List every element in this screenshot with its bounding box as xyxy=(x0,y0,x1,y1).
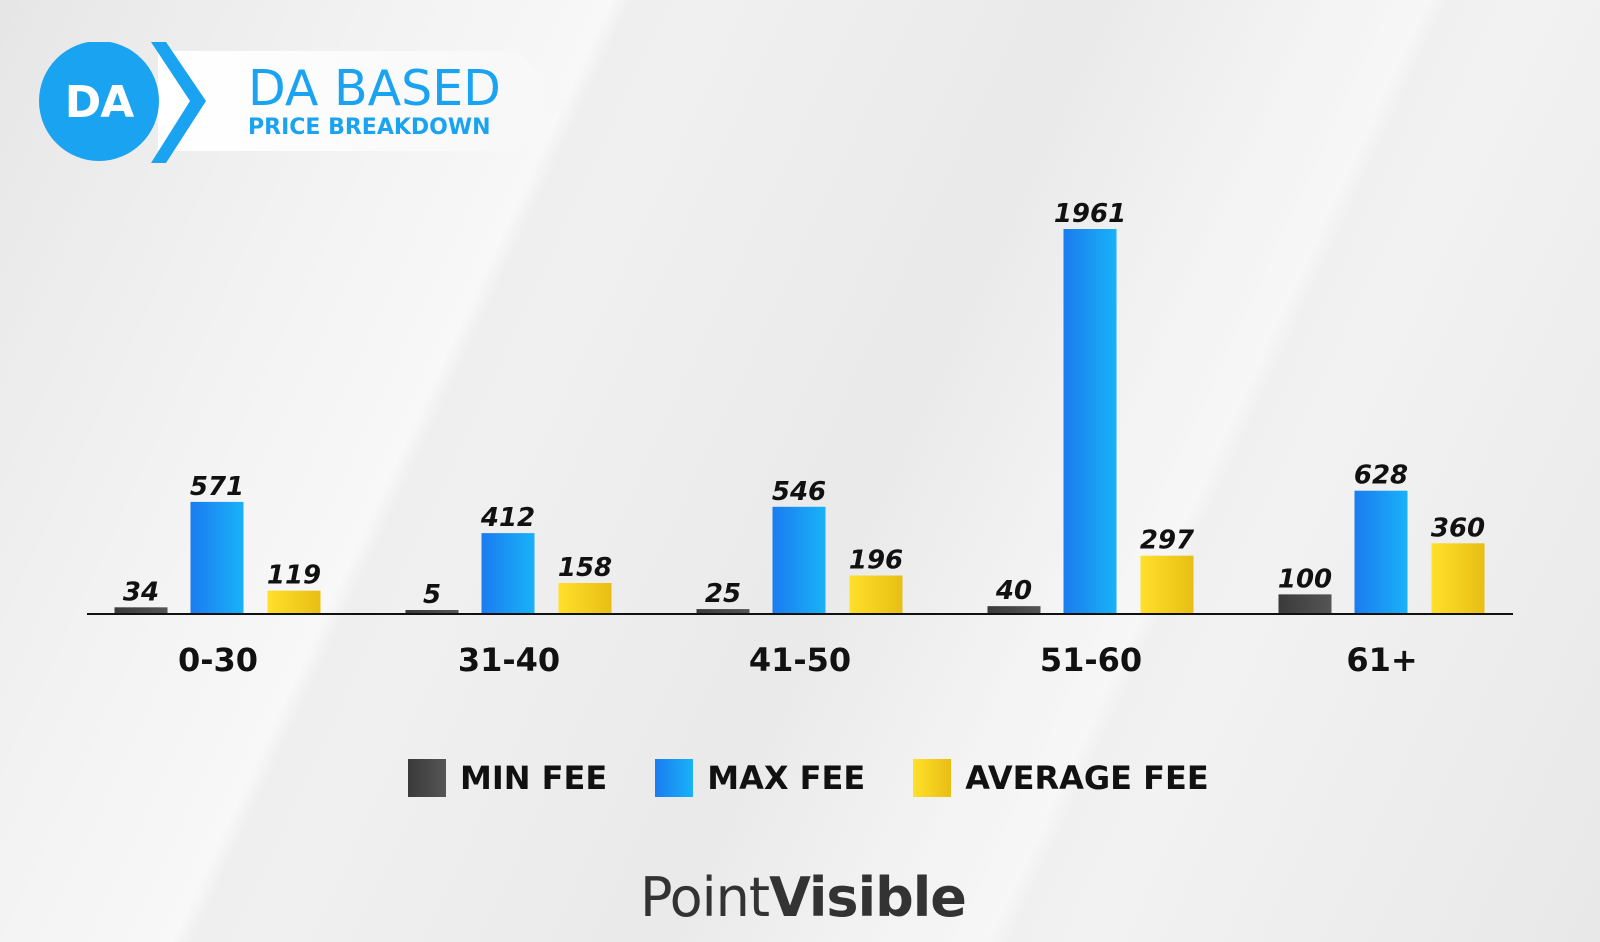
data-label-min-fee-0: 34 xyxy=(123,577,159,607)
bar-min-fee-1 xyxy=(405,610,459,614)
bar-max-fee-0 xyxy=(190,501,244,614)
chevron-right-icon xyxy=(151,42,206,163)
header-banner-graphic xyxy=(39,42,566,163)
legend-label-max-fee: MAX FEE xyxy=(707,759,866,797)
bars-layer xyxy=(114,229,1485,614)
bar-min-fee-2 xyxy=(696,609,750,614)
x-tick-label-0: 0-30 xyxy=(178,641,258,679)
data-label-max-fee-2: 546 xyxy=(772,477,826,507)
legend-label-min-fee: MIN FEE xyxy=(460,759,608,797)
bar-max-fee-1 xyxy=(481,533,535,614)
legend-swatch-max-fee xyxy=(655,759,694,797)
x-tick-label-1: 31-40 xyxy=(458,641,560,679)
chart-subtitle: PRICE BREAKDOWN xyxy=(248,115,491,140)
bar-max-fee-2 xyxy=(772,506,826,614)
data-label-average-fee-1: 158 xyxy=(558,553,612,583)
data-label-min-fee-3: 40 xyxy=(995,576,1032,606)
legend-item-max-fee: MAX FEE xyxy=(655,759,865,797)
brand-part1: Point xyxy=(640,866,770,929)
legend-item-average-fee: AVERAGE FEE xyxy=(913,759,1209,797)
bar-average-fee-4 xyxy=(1431,543,1485,614)
data-label-max-fee-0: 571 xyxy=(190,472,244,502)
chart-legend: MIN FEE MAX FEE AVERAGE FEE xyxy=(408,757,1257,799)
legend-item-min-fee: MIN FEE xyxy=(408,759,607,797)
bar-average-fee-0 xyxy=(267,590,321,614)
data-label-average-fee-3: 297 xyxy=(1140,526,1195,556)
data-label-max-fee-1: 412 xyxy=(480,503,535,533)
legend-swatch-min-fee xyxy=(408,759,446,797)
play-arrow-icon xyxy=(160,82,180,120)
data-label-min-fee-1: 5 xyxy=(423,580,441,610)
bar-min-fee-4 xyxy=(1278,594,1332,614)
bar-average-fee-2 xyxy=(849,575,903,614)
bar-min-fee-0 xyxy=(114,607,168,614)
data-label-min-fee-4: 100 xyxy=(1278,564,1332,594)
da-logo-circle xyxy=(39,42,159,161)
bar-average-fee-3 xyxy=(1140,555,1194,614)
data-label-min-fee-2: 25 xyxy=(705,579,741,609)
brand-text-point: Point xyxy=(640,866,770,929)
data-label-average-fee-4: 360 xyxy=(1431,513,1485,543)
labels-layer: 34 571 119 0-30 5 412 158 31-40 25 546 196 41-50 40 1… xyxy=(123,199,1485,679)
bar-min-fee-3 xyxy=(987,606,1041,614)
x-tick-label-4: 61+ xyxy=(1346,641,1417,679)
legend-swatch-average-fee xyxy=(913,759,952,797)
da-logo-text: DA xyxy=(64,77,135,128)
x-tick-label-3: 51-60 xyxy=(1040,641,1142,679)
legend-label-average-fee: AVERAGE FEE xyxy=(965,759,1209,797)
data-label-average-fee-2: 196 xyxy=(849,546,903,576)
data-label-max-fee-3: 1961 xyxy=(1054,199,1126,229)
brand-text-visible: Visible xyxy=(769,866,967,929)
pointvisible-logo: Point Visible xyxy=(640,866,967,936)
data-label-average-fee-0: 119 xyxy=(267,561,321,591)
bar-max-fee-3 xyxy=(1063,229,1117,614)
chart-title: DA BASED xyxy=(248,60,501,117)
title-banner-shape xyxy=(158,51,566,151)
data-label-max-fee-4: 628 xyxy=(1354,461,1408,491)
chart-header: DA DA BASED PRICE BREAKDOWN xyxy=(38,42,578,172)
bar-max-fee-4 xyxy=(1354,490,1408,614)
bar-average-fee-1 xyxy=(558,582,612,614)
x-tick-label-2: 41-50 xyxy=(749,641,851,679)
